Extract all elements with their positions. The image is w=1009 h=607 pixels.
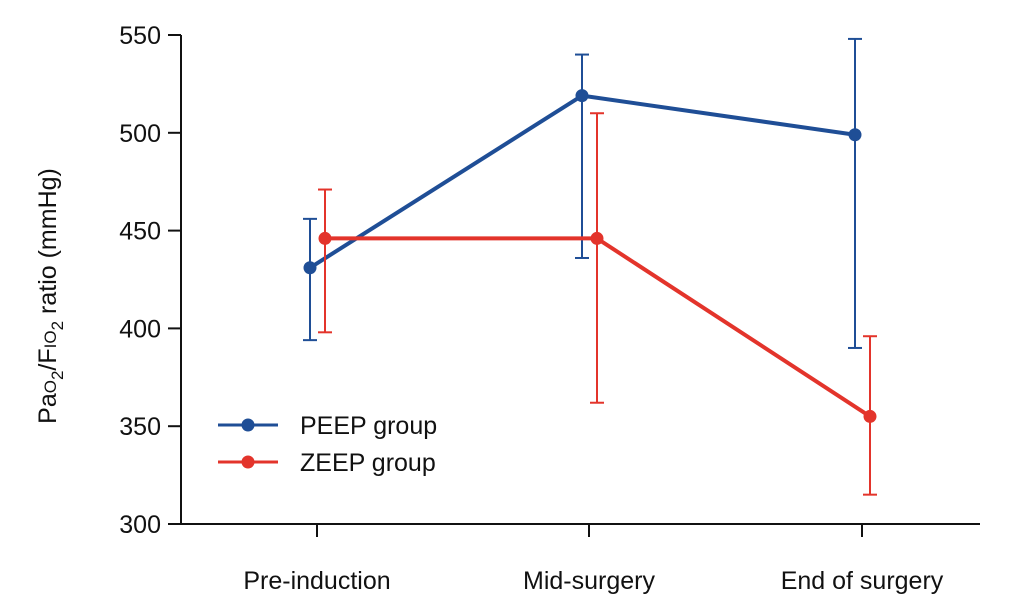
ylabel-part-sub1: 2: [48, 371, 67, 380]
legend-item-peep-group: PEEP group: [218, 412, 437, 440]
series-zeep-group: [318, 112, 877, 496]
x-tick-label-3: End of surgery: [781, 567, 944, 595]
ylabel-part-sub2: 2: [48, 321, 67, 330]
y-axis-label-group: PaO2/FIO2 ratio (mmHg): [34, 168, 67, 424]
ylabel-part-io: IO: [41, 330, 60, 348]
zeep-group-point-1: [318, 231, 332, 245]
axes: 300 350 400 450 500 550 Pre-induction Mid-surge…: [119, 22, 980, 595]
legend-item-zeep-group: ZEEP group: [218, 449, 436, 477]
zeep-group-point-3: [863, 409, 877, 423]
y-tick-label-450: 450: [119, 218, 161, 246]
ylabel-part-ratio: ratio (mmHg): [34, 168, 62, 321]
zeep-group-error-bar-2: [590, 112, 604, 404]
ylabel-part-pa: Pa: [34, 393, 62, 424]
legend-marker-zeep-group: [241, 455, 255, 469]
legend-marker-peep-group: [241, 418, 255, 432]
y-tick-label-400: 400: [119, 315, 161, 343]
y-tick-label-500: 500: [119, 120, 161, 148]
y-tick-label-350: 350: [119, 413, 161, 441]
peep-group-error-bar-2: [575, 53, 589, 259]
peep-group-point-3: [848, 128, 862, 142]
series-peep-group: [303, 37, 862, 349]
peep-group-point-1: [303, 261, 317, 275]
zeep-group-error-bar-1: [318, 188, 332, 334]
y-tick-label-550: 550: [119, 22, 161, 50]
series-layer: [303, 37, 877, 496]
ylabel-part-f: /F: [34, 348, 62, 370]
peep-group-point-2: [575, 89, 589, 103]
legend: PEEP group ZEEP group: [218, 412, 437, 477]
legend-label-zeep-group: ZEEP group: [300, 449, 436, 477]
zeep-group-point-2: [590, 231, 604, 245]
y-tick-label-300: 300: [119, 511, 161, 539]
x-tick-label-2: Mid-surgery: [523, 567, 655, 595]
peep-group-error-bar-1: [303, 217, 317, 342]
x-tick-label-1: Pre-induction: [243, 567, 390, 595]
legend-label-peep-group: PEEP group: [300, 412, 437, 440]
peep-group-error-bar-3: [848, 37, 862, 349]
ylabel-part-o: O: [41, 380, 60, 393]
y-axis-label: PaO2/FIO2 ratio (mmHg): [34, 168, 67, 424]
